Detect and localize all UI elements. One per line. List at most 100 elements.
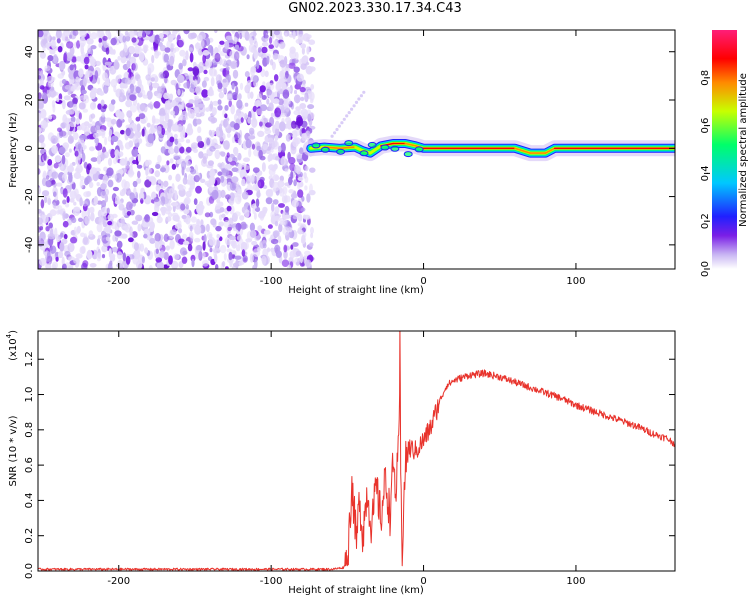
noise-speckle xyxy=(300,207,306,212)
noise-speckle xyxy=(263,34,269,39)
y-tick-label: 0.0 xyxy=(24,563,35,579)
noise-speckle xyxy=(147,63,155,73)
noise-speckle xyxy=(75,156,81,166)
noise-speckle xyxy=(50,135,58,145)
noise-speckle xyxy=(103,81,110,86)
noise-speckle xyxy=(42,46,46,52)
noise-speckle xyxy=(158,111,166,117)
noise-speckle xyxy=(272,153,276,160)
noise-speckle xyxy=(90,167,98,175)
noise-speckle xyxy=(178,228,183,234)
signal-track-core xyxy=(544,147,556,154)
noise-speckle xyxy=(266,55,270,65)
noise-speckle xyxy=(306,46,310,55)
noise-speckle xyxy=(300,108,308,117)
noise-speckle xyxy=(47,159,53,166)
y-tick-label: 0.2 xyxy=(24,528,35,544)
noise-speckle xyxy=(106,167,114,176)
noise-speckle xyxy=(116,263,124,268)
noise-speckle xyxy=(39,85,45,90)
spectrogram-x-ticks: -200 -100 0 100 xyxy=(107,30,585,287)
noise-speckle xyxy=(59,162,67,172)
noise-speckle xyxy=(208,185,213,191)
noise-speckle xyxy=(171,123,179,132)
noise-speckle xyxy=(177,123,183,133)
noise-speckle xyxy=(197,126,202,134)
noise-speckle xyxy=(207,116,216,122)
noise-speckle xyxy=(196,206,204,216)
noise-speckle xyxy=(65,52,73,62)
noise-speckle xyxy=(299,253,304,264)
noise-speckle xyxy=(144,129,149,139)
noise-speckle xyxy=(231,265,236,269)
noise-speckle xyxy=(101,245,108,253)
noise-speckle xyxy=(134,148,139,157)
noise-speckle xyxy=(90,87,98,94)
noise-speckle xyxy=(222,68,227,77)
noise-speckle xyxy=(170,110,176,116)
noise-speckle xyxy=(49,89,57,98)
noise-speckle xyxy=(178,261,184,268)
noise-speckle xyxy=(38,92,42,100)
noise-speckle xyxy=(86,38,94,45)
noise-speckle xyxy=(198,251,203,261)
noise-speckle xyxy=(238,261,243,266)
noise-speckle xyxy=(86,134,94,140)
svg-text:(x104): (x104) xyxy=(5,330,19,361)
noise-speckle xyxy=(96,252,102,262)
noise-speckle xyxy=(201,80,207,88)
spectrogram-noise-region xyxy=(38,30,366,269)
noise-speckle xyxy=(95,125,101,133)
noise-speckle xyxy=(125,127,131,137)
noise-speckle xyxy=(61,79,67,85)
noise-speckle xyxy=(140,198,144,204)
noise-speckle xyxy=(185,50,189,61)
noise-speckle xyxy=(156,261,164,269)
noise-speckle xyxy=(81,89,87,95)
noise-speckle xyxy=(163,53,169,63)
noise-speckle xyxy=(157,179,162,184)
noise-speckle xyxy=(250,66,257,73)
noise-speckle xyxy=(293,179,297,187)
noise-speckle xyxy=(259,85,266,93)
noise-speckle xyxy=(65,202,70,208)
noise-speckle xyxy=(45,263,52,269)
noise-speckle xyxy=(176,159,181,165)
noise-speckle xyxy=(133,242,139,251)
noise-speckle xyxy=(181,100,185,110)
noise-streak-dot xyxy=(337,124,341,128)
noise-speckle xyxy=(309,91,315,101)
noise-speckle xyxy=(38,100,44,109)
noise-speckle xyxy=(78,68,84,78)
noise-speckle xyxy=(283,99,289,108)
noise-speckle xyxy=(292,242,299,247)
noise-speckle xyxy=(215,264,219,269)
noise-speckle xyxy=(187,243,193,252)
noise-speckle xyxy=(90,113,96,119)
noise-speckle xyxy=(121,179,127,189)
noise-speckle xyxy=(200,39,205,48)
snr-y-axis-label: SNR (10 * v/v) xyxy=(8,415,19,486)
spectrogram-x-axis-label: Height of straight line (km) xyxy=(288,285,424,296)
noise-speckle xyxy=(173,145,179,154)
noise-speckle xyxy=(252,207,256,215)
noise-speckle xyxy=(177,142,182,148)
noise-speckle xyxy=(153,42,159,53)
noise-speckle xyxy=(82,237,90,246)
noise-speckle xyxy=(57,127,62,133)
noise-speckle xyxy=(40,120,47,129)
noise-speckle xyxy=(269,59,274,66)
noise-speckle xyxy=(257,130,265,137)
noise-speckle xyxy=(185,190,192,198)
noise-speckle xyxy=(57,73,64,79)
noise-speckle xyxy=(78,112,82,120)
noise-speckle xyxy=(116,219,122,228)
x-tick-label: -200 xyxy=(107,276,130,287)
signal-track-core xyxy=(404,142,417,147)
noise-speckle xyxy=(248,148,252,158)
noise-speckle xyxy=(169,136,175,143)
noise-speckle xyxy=(189,52,194,63)
noise-speckle xyxy=(285,70,289,79)
noise-speckle xyxy=(46,75,54,84)
noise-speckle xyxy=(226,175,232,180)
